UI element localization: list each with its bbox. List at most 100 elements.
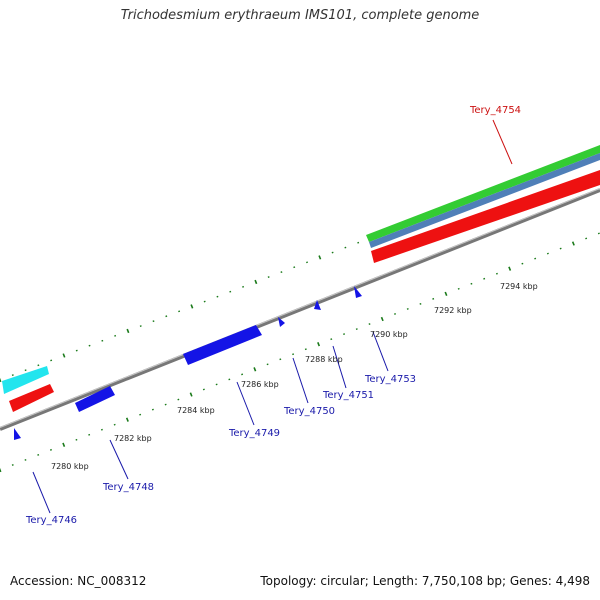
leader-tery-4748 [109,439,129,480]
minor-tick [101,339,104,342]
major-tick [190,304,194,309]
minor-tick [139,413,142,416]
map-title: Trichodesmium erythraeum IMS101, complet… [120,8,480,23]
minor-tick [152,320,155,323]
major-tick [380,316,384,322]
gene-tery-4746-shape[interactable] [14,428,21,440]
minor-tick [419,302,422,305]
minor-tick [229,290,232,293]
gene-label-tery-4746[interactable]: Tery_4746 [26,515,78,526]
major-tick [318,255,322,260]
gene-label-tery-4748[interactable]: Tery_4748 [103,482,155,493]
gene-label-tery-4753[interactable]: Tery_4753 [365,374,417,385]
minor-tick [11,374,14,377]
major-tick [444,291,448,296]
major-tick [571,241,575,246]
steel-feature-track[interactable] [369,153,600,248]
kbp-label: 7280 kbp [51,462,89,471]
kbp-label: 7292 kbp [434,306,472,315]
minor-tick [457,287,460,290]
major-tick [0,377,2,383]
minor-tick [202,388,205,391]
minor-tick [406,307,409,310]
minor-tick [178,310,181,313]
minor-tick [343,333,346,336]
minor-tick [37,364,40,367]
minor-tick [88,433,91,436]
major-tick [62,442,66,447]
minor-tick [534,257,537,260]
minor-tick [292,353,295,356]
minor-tick [215,383,218,386]
major-tick [317,342,321,347]
major-tick [508,266,512,271]
green-feature-track[interactable] [366,145,600,242]
minor-tick [330,338,333,341]
gene-tery-4753-shape[interactable] [354,286,362,298]
minor-tick [483,277,486,280]
minor-tick [114,334,117,337]
minor-tick [280,271,283,274]
gene-tery-4749-shape[interactable] [183,325,262,365]
minor-tick [394,313,397,315]
minor-tick [164,403,167,406]
major-tick [126,328,130,334]
leader-tery-4746 [32,471,51,514]
kbp-label: 7282 kbp [114,434,152,443]
minor-tick [49,448,52,451]
minor-tick [88,344,91,347]
minor-tick [521,262,524,265]
leader-tery-4754 [492,119,513,165]
minor-tick [368,323,371,325]
minor-tick [24,458,27,461]
gene-label-tery-4749[interactable]: Tery_4749 [229,428,281,439]
minor-tick [266,363,269,366]
minor-tick [228,378,231,381]
genome-backbone-highlight [0,188,600,428]
accession-text: Accession: NC_008312 [10,574,147,588]
gene-label-tery-4751[interactable]: Tery_4751 [323,390,375,401]
major-tick [189,392,193,397]
minor-tick [585,237,588,240]
minor-tick [546,252,549,255]
major-tick [253,367,257,372]
leader-tery-4750 [292,357,309,404]
minor-tick [597,232,600,235]
major-tick [62,353,66,358]
minor-tick [75,349,78,352]
minor-tick [11,464,14,466]
minor-tick [50,359,53,362]
kbp-label: 7294 kbp [500,282,538,291]
genome-summary-text: Topology: circular; Length: 7,750,108 bp… [260,574,590,588]
leader-tery-4749 [236,381,255,426]
gene-label-tery-4750[interactable]: Tery_4750 [284,406,336,417]
kbp-label: 7290 kbp [370,330,408,339]
minor-tick [100,428,103,431]
major-tick [125,417,129,422]
cyan-feature[interactable] [2,366,49,394]
minor-tick [75,438,78,441]
minor-tick [37,453,40,456]
minor-tick [306,261,309,264]
minor-tick [355,328,358,331]
minor-tick [241,373,244,376]
minor-tick [151,408,154,411]
minor-tick [279,358,282,361]
minor-tick [216,295,219,298]
major-tick [0,467,2,473]
minor-tick [293,266,296,269]
gene-tery-4750-shape[interactable] [278,317,285,327]
minor-tick [113,423,116,426]
genome-backbone [0,188,600,431]
gene-tery-4751-shape[interactable] [314,300,321,310]
red-feature-left[interactable] [9,384,54,412]
major-tick [254,279,258,285]
gene-tery-4748-shape[interactable] [75,386,115,412]
gene-label-tery-4754[interactable]: Tery_4754 [470,105,522,116]
minor-tick [177,398,180,401]
red-feature-track[interactable] [371,170,600,263]
minor-tick [432,297,435,300]
kbp-label: 7286 kbp [241,380,279,389]
minor-tick [242,285,245,288]
